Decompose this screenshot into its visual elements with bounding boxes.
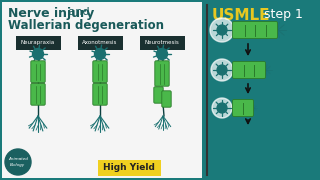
Circle shape [211, 59, 233, 81]
FancyBboxPatch shape [140, 35, 185, 50]
Circle shape [217, 65, 227, 75]
FancyBboxPatch shape [2, 2, 202, 178]
Text: Nerve injury: Nerve injury [8, 7, 94, 20]
FancyBboxPatch shape [162, 91, 171, 107]
Circle shape [156, 48, 167, 60]
Text: and: and [65, 7, 90, 17]
Text: USMLE: USMLE [212, 8, 270, 23]
Text: Animated: Animated [8, 157, 28, 161]
FancyBboxPatch shape [77, 35, 123, 50]
FancyBboxPatch shape [15, 35, 60, 50]
Circle shape [94, 48, 106, 60]
FancyBboxPatch shape [93, 84, 107, 105]
Text: Neurapraxia: Neurapraxia [21, 40, 55, 45]
Text: Wallerian degeneration: Wallerian degeneration [8, 19, 164, 32]
Text: High Yield: High Yield [103, 163, 155, 172]
Text: Neurotmesis: Neurotmesis [145, 40, 180, 45]
FancyBboxPatch shape [154, 87, 163, 103]
Circle shape [217, 25, 227, 35]
Text: step 1: step 1 [260, 8, 303, 21]
FancyBboxPatch shape [233, 21, 277, 39]
FancyBboxPatch shape [93, 61, 107, 82]
FancyBboxPatch shape [155, 61, 169, 86]
Circle shape [5, 149, 31, 175]
Text: Biology: Biology [10, 163, 26, 167]
Circle shape [217, 103, 227, 113]
FancyBboxPatch shape [233, 100, 253, 116]
Circle shape [210, 18, 234, 42]
FancyBboxPatch shape [233, 62, 266, 78]
Text: Axonotmesis: Axonotmesis [82, 40, 118, 45]
Circle shape [212, 98, 232, 118]
FancyBboxPatch shape [31, 84, 45, 105]
FancyBboxPatch shape [98, 159, 161, 176]
FancyBboxPatch shape [31, 61, 45, 82]
Circle shape [33, 48, 44, 60]
